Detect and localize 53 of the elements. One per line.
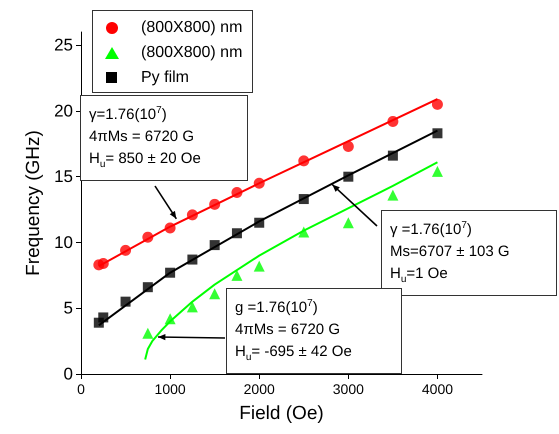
legend-label: Py film — [141, 68, 189, 88]
point — [254, 260, 265, 272]
point — [164, 222, 176, 234]
point — [209, 198, 220, 210]
point — [342, 217, 354, 228]
y-tick-label: 0 — [64, 364, 73, 384]
point — [432, 128, 442, 138]
point — [186, 301, 198, 312]
point — [432, 166, 443, 177]
point — [387, 190, 398, 201]
point — [342, 140, 354, 152]
point — [187, 254, 198, 265]
y-tick-label: 20 — [54, 101, 73, 120]
point — [231, 270, 242, 281]
point — [432, 98, 443, 110]
note-box: γ =1.76(10$^{7}$) Ms=6707 ± 103 G H$_{u}$=1 Oe — [381, 210, 557, 296]
x-tick-label: 0 — [77, 381, 86, 397]
note-box: γ=1.76(10$^{7}$) 4πMs = 6720 G H$_{u}$= 850 ± 20 Oe — [80, 95, 248, 181]
point — [164, 313, 176, 324]
point — [254, 178, 265, 189]
point — [210, 240, 220, 250]
point — [186, 209, 198, 220]
point — [298, 226, 310, 238]
point — [298, 194, 309, 204]
legend-label: (800X800) nm — [141, 18, 242, 38]
point — [388, 150, 398, 161]
point — [165, 268, 176, 278]
note-box: g =1.76(10$^{7}$) 4πMs = 6720 G H$_{u}$= -695 ± 42 Oe — [226, 288, 402, 374]
point — [387, 116, 398, 127]
point — [98, 312, 108, 322]
x-axis-title: Field (Oe) — [239, 403, 324, 424]
x-tick-label: 2000 — [244, 381, 275, 397]
point — [298, 155, 310, 166]
point — [209, 288, 220, 300]
legend-label: (800X800) nm — [141, 43, 242, 63]
y-axis-title: Frequency (GHz) — [23, 130, 44, 276]
point — [142, 328, 154, 339]
y-tick-label: 5 — [64, 298, 73, 318]
point — [98, 258, 109, 270]
point — [232, 228, 242, 238]
y-tick-label: 10 — [54, 232, 73, 252]
point — [120, 296, 131, 307]
point — [120, 244, 132, 256]
point — [231, 186, 242, 198]
x-tick-label: 3000 — [332, 381, 364, 397]
point — [142, 232, 154, 243]
y-tick-label: 15 — [54, 167, 73, 186]
point — [343, 172, 354, 182]
x-tick-label: 4000 — [422, 381, 454, 397]
point — [142, 282, 153, 292]
x-tick-label: 1000 — [154, 381, 186, 397]
point — [254, 218, 264, 228]
y-tick-label: 25 — [54, 36, 73, 55]
